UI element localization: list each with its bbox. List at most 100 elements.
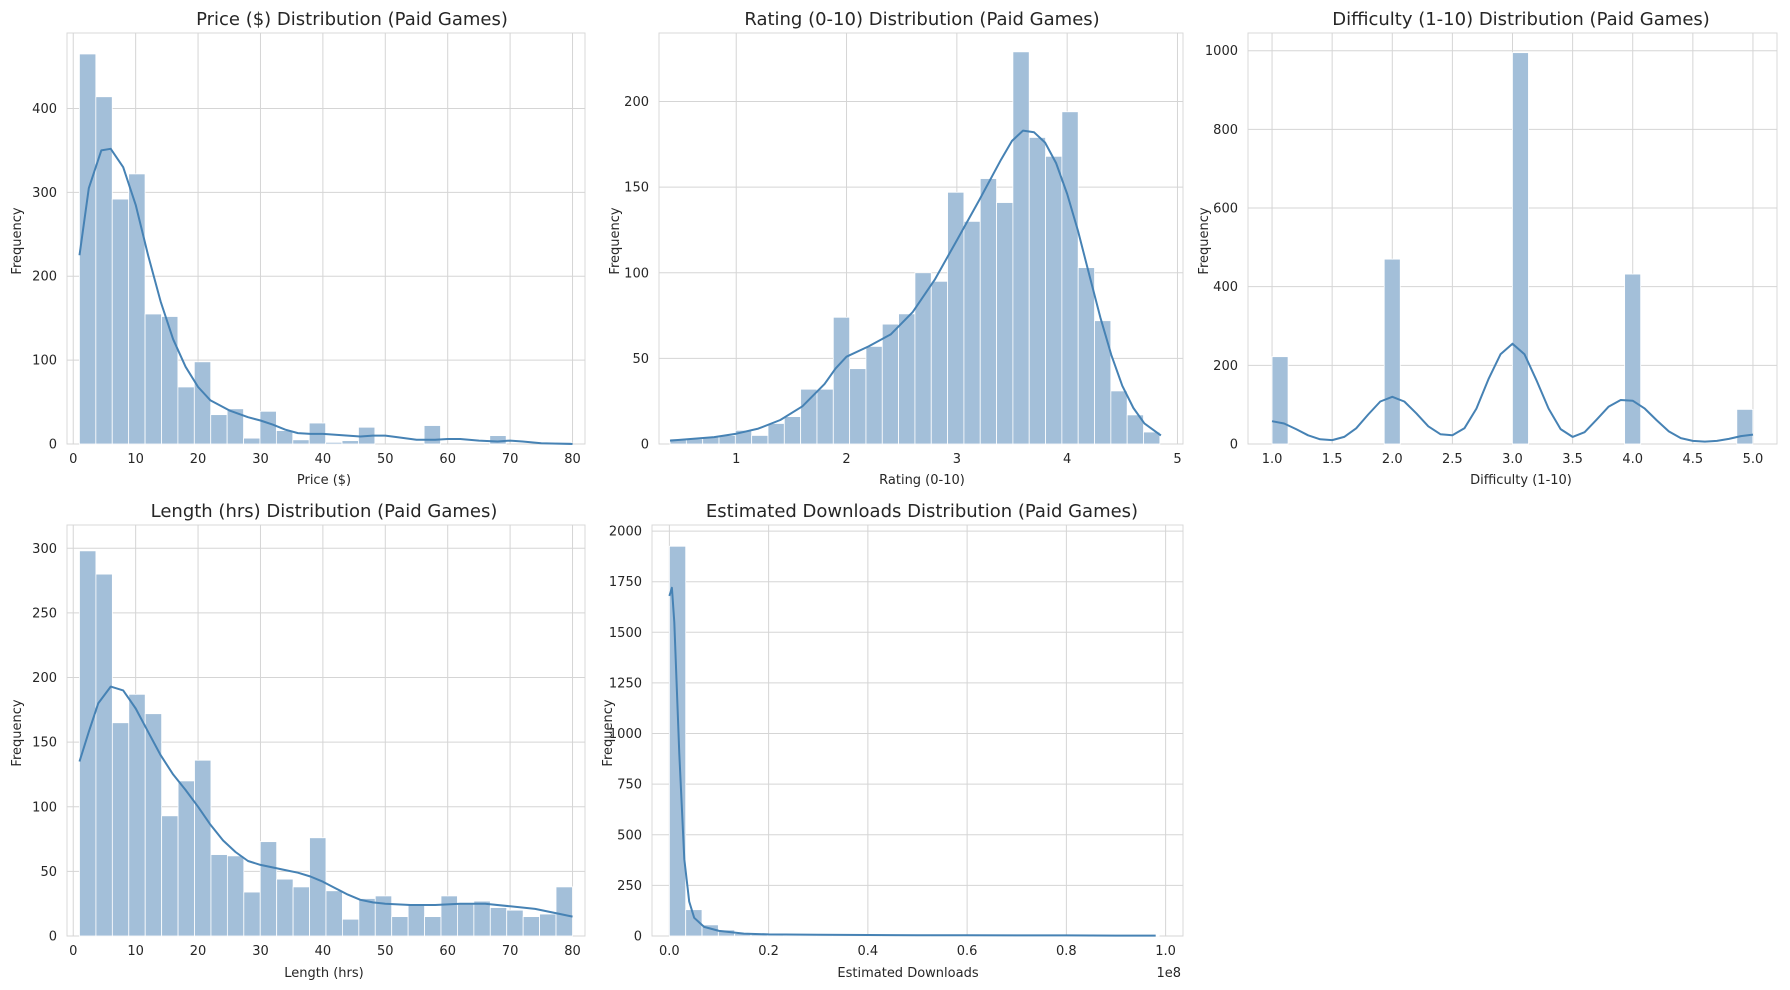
histogram-bar [226, 408, 244, 445]
histogram-bar [210, 414, 228, 445]
histogram-bar [996, 202, 1014, 445]
histogram-bar [685, 909, 703, 937]
x-tick-label: 0.6 [957, 944, 978, 959]
histogram-bar [963, 220, 981, 445]
x-tick-label: 2.0 [1382, 452, 1403, 467]
histogram-bar [849, 368, 867, 445]
y-tick-label: 50 [632, 352, 649, 367]
histogram-bar [489, 435, 507, 445]
y-axis-label: Frequency [10, 207, 25, 274]
x-axis-label: Length (hrs) [284, 966, 363, 981]
gridlines [651, 524, 1184, 937]
y-tick-label: 250 [617, 879, 642, 894]
y-tick-label: 0 [1230, 438, 1238, 453]
histogram-bar [79, 550, 97, 937]
histogram-bar [898, 313, 916, 445]
histogram-bar [95, 573, 113, 937]
y-tick-label: 300 [32, 542, 57, 557]
x-tick-label: 4.0 [1622, 452, 1643, 467]
histogram-bar [1736, 408, 1754, 445]
x-tick-label: 3 [953, 452, 961, 467]
y-axis-label: Frequency [1197, 207, 1212, 274]
x-tick-label: 0 [69, 944, 77, 959]
histogram-bar [865, 345, 883, 445]
histogram-bar [424, 916, 442, 937]
histogram-bar [177, 780, 195, 937]
x-tick-label: 60 [439, 452, 456, 467]
histogram-bar [473, 900, 491, 937]
kde-line [78, 685, 573, 918]
panel-length: Length (hrs) Distribution (Paid Games) L… [10, 501, 586, 981]
y-tick-label: 200 [32, 270, 57, 285]
histogram-bar [325, 441, 343, 445]
x-tick-label: 2.5 [1442, 452, 1463, 467]
y-tick-label: 1000 [1205, 44, 1238, 59]
bars [79, 53, 573, 445]
histogram-bar [210, 854, 228, 937]
y-tick-label: 2000 [609, 525, 642, 540]
histogram-bar [783, 416, 802, 445]
histogram-bar [128, 693, 146, 937]
histogram-bar [423, 425, 441, 445]
y-tick-label: 400 [32, 102, 57, 117]
histogram-bar [522, 916, 540, 937]
x-tick-label: 2 [842, 452, 850, 467]
histogram-bar [881, 323, 900, 445]
chart-title: Length (hrs) Distribution (Paid Games) [151, 501, 498, 522]
y-tick-label: 750 [617, 778, 642, 793]
histogram-bar [194, 759, 212, 937]
x-tick-label: 50 [377, 944, 394, 959]
y-axis-label: Frequency [10, 699, 25, 766]
histogram-bar [292, 886, 310, 937]
histogram-bar [1094, 320, 1112, 445]
histogram-bar [1061, 111, 1079, 445]
histogram-bar [555, 886, 573, 937]
x-tick-label: 20 [190, 452, 207, 467]
histogram-bar [111, 722, 130, 937]
histogram-bar [309, 837, 327, 937]
panel-price: Price ($) Distribution (Paid Games) Pric… [10, 9, 586, 488]
plot-area [651, 524, 1184, 937]
x-tick-label: 0.4 [858, 944, 879, 959]
x-tick-label: 0.8 [1056, 944, 1077, 959]
histogram-bar [457, 903, 475, 937]
chart-title: Price ($) Distribution (Paid Games) [196, 9, 508, 30]
x-tick-label: 4 [1063, 452, 1071, 467]
x-tick-label: 10 [127, 452, 144, 467]
histogram-bar [751, 435, 769, 445]
histogram-bar [816, 388, 834, 445]
x-tick-label: 70 [502, 452, 519, 467]
histogram-bar [342, 918, 360, 937]
histogram-bar [226, 855, 245, 937]
histogram-bar [259, 410, 277, 445]
chart-title: Rating (0-10) Distribution (Paid Games) [744, 9, 1099, 30]
histogram-bar [374, 895, 393, 937]
y-tick-label: 150 [32, 736, 57, 751]
histogram-bar [506, 909, 524, 937]
histogram-bar [1383, 258, 1401, 445]
x-tick-label: 70 [502, 944, 519, 959]
y-axis-label: Frequency [608, 207, 623, 274]
x-tick-label: 0.0 [659, 944, 680, 959]
y-tick-label: 800 [1213, 123, 1238, 138]
histogram-bar [177, 386, 195, 445]
y-tick-label: 1250 [609, 676, 642, 691]
y-tick-label: 1750 [609, 575, 642, 590]
histogram-bar [276, 878, 294, 937]
histogram-bar [1077, 267, 1095, 445]
y-tick-label: 200 [32, 671, 57, 686]
y-tick-label: 250 [32, 606, 57, 621]
kde-line [78, 147, 573, 445]
x-tick-label: 80 [564, 944, 581, 959]
x-offset-label: 1e8 [1156, 966, 1181, 981]
histogram-bar [1012, 51, 1030, 445]
x-tick-label: 50 [377, 452, 394, 467]
x-axis-label: Price ($) [297, 473, 351, 488]
y-tick-label: 600 [1213, 202, 1238, 217]
y-tick-label: 0 [641, 438, 649, 453]
x-tick-label: 80 [564, 452, 581, 467]
y-tick-label: 1000 [609, 727, 642, 742]
histogram-bar [440, 895, 458, 937]
histogram-bar [144, 313, 162, 445]
